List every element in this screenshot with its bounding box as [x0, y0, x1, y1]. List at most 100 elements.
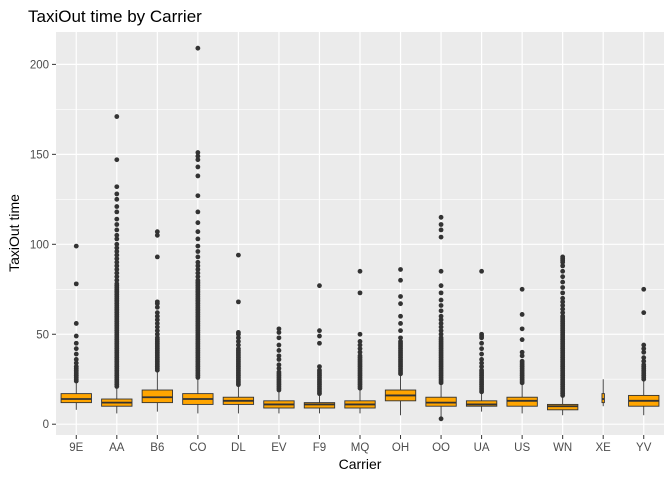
x-tick-label-f9: F9: [313, 442, 326, 454]
outlier-point: [195, 259, 201, 265]
outlier-point: [195, 270, 201, 276]
outlier-point: [560, 268, 566, 274]
outlier-point: [560, 285, 566, 290]
outlier-point: [195, 267, 201, 272]
outlier-point: [154, 331, 160, 337]
outlier-point: [195, 229, 201, 235]
outlier-point: [438, 313, 444, 319]
outlier-point: [236, 335, 241, 341]
outlier-point: [438, 303, 444, 308]
outlier-point: [195, 153, 201, 159]
outlier-point: [114, 281, 120, 287]
outlier-point: [236, 346, 241, 352]
y-tick-label: 100: [30, 239, 49, 251]
outlier-point: [154, 335, 160, 341]
outlier-point: [236, 339, 241, 344]
outlier-point: [357, 331, 363, 337]
outlier-point: [560, 290, 566, 296]
outlier-point: [317, 328, 322, 334]
y-tick-label: 50: [36, 329, 49, 341]
outlier-point: [641, 342, 647, 348]
outlier-point: [114, 184, 120, 190]
outlier-point: [438, 416, 444, 422]
outlier-point: [114, 274, 120, 280]
outlier-point: [479, 364, 484, 370]
outlier-point: [560, 295, 566, 301]
outlier-point: [195, 220, 201, 226]
outlier-point: [519, 337, 525, 343]
outlier-point: [73, 281, 79, 287]
box-ev: [263, 326, 295, 414]
outlier-point: [236, 330, 241, 335]
outlier-point: [114, 245, 120, 251]
outlier-point: [398, 313, 403, 319]
outlier-point: [479, 360, 484, 366]
box-ua: [465, 268, 498, 412]
outlier-point: [195, 150, 201, 155]
outlier-point: [641, 355, 647, 361]
outlier-point: [73, 364, 79, 370]
x-tick-label-oo: OO: [432, 442, 450, 454]
y-axis: 0 50 100 150 200: [30, 59, 56, 431]
outlier-point: [479, 351, 484, 357]
outlier-point: [114, 267, 120, 272]
x-tick-label-aa: AA: [109, 442, 125, 454]
outlier-point: [154, 317, 160, 323]
outlier-point: [560, 274, 566, 280]
outlier-point: [114, 222, 120, 227]
outlier-point: [398, 301, 403, 307]
outlier-point: [276, 326, 282, 332]
outlier-point: [276, 366, 282, 371]
box-co: [182, 45, 214, 414]
outlier-point: [195, 274, 201, 280]
outlier-point: [154, 304, 160, 310]
box-yv: [628, 286, 660, 416]
x-tick-label-co: CO: [189, 442, 206, 454]
outlier-point: [195, 277, 201, 283]
outlier-point: [317, 340, 322, 346]
outlier-point: [154, 328, 160, 334]
outlier-point: [438, 317, 444, 323]
outlier-point: [73, 243, 79, 249]
outlier-point: [398, 339, 403, 344]
outlier-point: [519, 349, 525, 355]
outlier-point: [398, 321, 403, 326]
outlier-point: [641, 286, 647, 292]
outlier-point: [560, 279, 566, 285]
x-tick-label-9e: 9E: [69, 442, 83, 454]
outlier-point: [276, 353, 282, 359]
outlier-point: [560, 306, 566, 312]
outlier-point: [73, 321, 79, 326]
outlier-point: [114, 277, 120, 283]
outlier-point: [641, 362, 647, 368]
outlier-point: [195, 193, 201, 199]
box-oh: [384, 267, 417, 416]
x-tick-label-ua: UA: [474, 442, 490, 454]
y-tick-label: 0: [43, 419, 49, 431]
box-wn: [547, 254, 579, 416]
outlier-point: [560, 310, 566, 316]
outlier-point: [560, 313, 566, 319]
outlier-point: [519, 326, 525, 332]
outlier-point: [154, 229, 160, 235]
outlier-point: [560, 303, 566, 308]
outlier-point: [114, 236, 120, 242]
outlier-point: [438, 324, 444, 330]
y-tick-label: 200: [30, 59, 49, 71]
outlier-point: [398, 335, 403, 341]
box-b6: [141, 229, 173, 412]
outlier-point: [519, 286, 525, 292]
outlier-point: [114, 232, 120, 238]
box-oo: [425, 214, 457, 422]
outlier-point: [438, 234, 444, 240]
outlier-point: [73, 346, 79, 352]
outlier-point: [154, 232, 160, 238]
outlier-point: [560, 263, 566, 269]
outlier-point: [73, 340, 79, 346]
box-mq: [344, 268, 376, 414]
outlier-point: [438, 214, 444, 220]
box-us: [506, 286, 538, 414]
outlier-point: [114, 114, 120, 119]
x-tick-label-us: US: [514, 442, 530, 454]
outlier-point: [195, 254, 201, 260]
